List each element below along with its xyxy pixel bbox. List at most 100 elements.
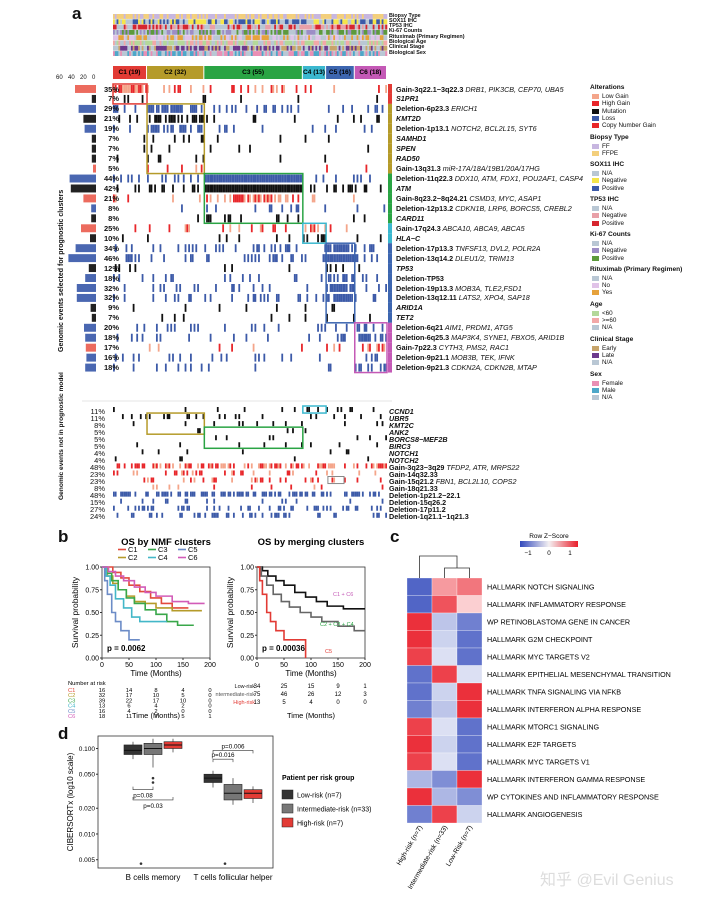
header-cell [293,24,296,30]
alteration-cell [172,124,174,133]
header-cell [118,14,121,19]
alteration-cell [249,274,251,282]
alteration-cell [252,293,255,302]
header-cell [358,29,361,35]
header-cell [179,45,182,51]
header-cell [113,14,116,19]
alteration-cell [284,498,287,504]
heatmap-cell [431,805,458,824]
header-cell [215,24,218,30]
alteration-cell [152,134,155,143]
header-cell [225,14,228,19]
alteration-cell [326,343,328,352]
alteration-cell [138,353,140,362]
header-cell [320,51,323,56]
legend-item-label: Male [602,386,616,394]
alteration-cell [191,244,194,253]
alteration-cell [188,244,191,253]
alteration-cell [113,194,115,203]
alteration-cell [381,484,384,490]
legend-item: No [592,282,610,289]
header-cell [336,14,339,19]
alteration-cell [193,114,196,123]
alteration-cell [259,194,262,203]
header-cell [367,14,370,19]
alteration-cell [247,293,250,302]
header-cell [243,29,246,35]
category-label: T cells follicular helper [194,873,273,882]
header-cell [193,40,196,46]
header-cell [164,35,168,41]
x-tick-label: 100 [305,662,317,669]
alteration-cell [301,343,303,352]
alteration-cell [367,363,370,372]
header-cell [121,29,125,35]
header-cell [311,19,314,25]
alteration-cell [292,254,294,263]
header-cell [166,24,169,30]
header-cell [250,29,253,35]
alteration-cell [152,104,155,113]
alteration-cell [327,244,330,253]
header-cell [292,45,295,51]
x-tick-label: 0 [100,662,104,669]
header-cell [197,29,200,35]
watermark: 知乎 @Evil Genius [540,872,674,889]
alteration-cell [301,421,303,427]
header-row-label: TP53 IHC [389,23,413,30]
alteration-cell [147,174,149,183]
alteration-cell [378,343,380,352]
header-cell [113,40,116,46]
cluster-highlight-box [354,322,388,374]
alteration-cell [295,463,298,469]
frequency-bar [91,154,96,163]
alteration-cell [220,353,223,362]
alteration-cell [256,421,259,427]
alteration-cell [320,323,323,332]
header-cell [241,14,245,19]
header-cell [143,45,146,51]
header-cell [193,51,196,56]
header-cell [372,40,375,46]
header-cell [313,24,316,30]
header-annotation-strip [113,14,388,56]
header-cell [275,19,279,25]
alteration-cell [200,164,203,173]
header-cell [132,29,135,35]
header-cell [249,51,252,56]
header-cell [347,51,350,56]
legend-item-label: N/A [602,239,613,247]
header-cell [268,19,271,25]
alteration-cell [252,194,255,203]
alteration-cell [163,254,165,263]
header-cell [344,45,347,51]
alteration-cell [191,254,194,263]
row-frequency: 7% [108,144,119,154]
legend-item-label: Female [602,379,623,387]
header-cell [164,24,168,30]
alteration-cell [213,114,216,123]
header-cell [181,29,184,35]
alteration-cell [143,505,146,511]
alteration-cell [121,234,124,243]
row-cluster-marker [388,283,392,293]
header-cell [116,45,119,51]
alteration-cell [283,85,285,93]
header-cell [284,51,288,56]
header-cell [141,29,144,35]
header-cell [347,14,350,19]
header-cell [299,40,302,46]
alteration-cell [190,254,192,263]
header-cell [147,35,150,41]
alteration-cell [261,174,264,183]
alteration-cell [138,463,140,469]
heatmap-cell [431,682,458,701]
alteration-cell [224,214,226,223]
alteration-cell [275,463,278,469]
header-cell [125,24,128,30]
alteration-cell [209,85,212,93]
header-cell [329,14,332,19]
header-cell [206,14,209,19]
header-cell [313,19,316,25]
alteration-cell [263,184,266,193]
